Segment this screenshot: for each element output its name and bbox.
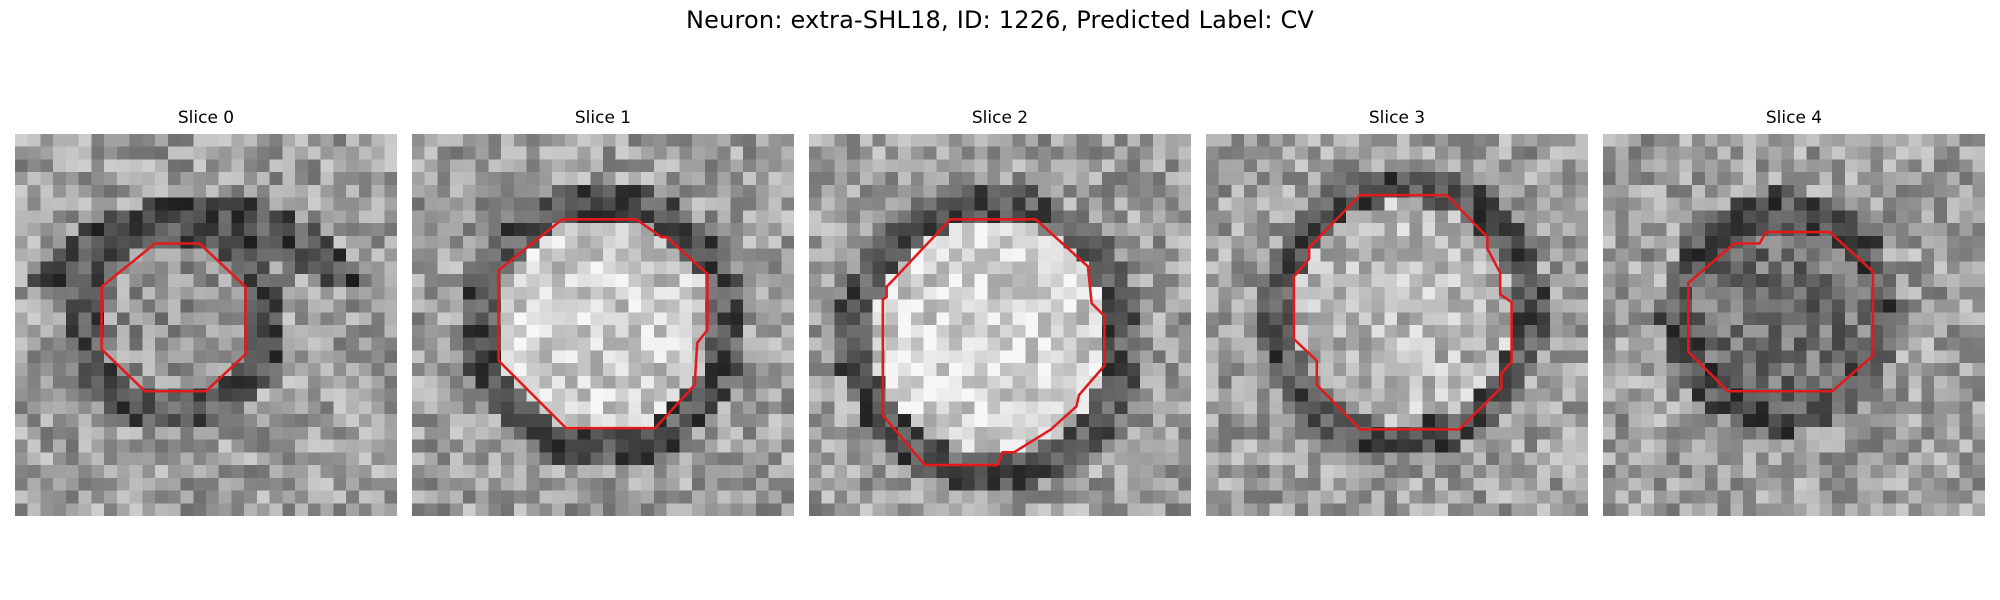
segmentation-outline-0 [100,242,247,393]
figure-title: Neuron: extra-SHL18, ID: 1226, Predicted… [685,6,1315,34]
slice-title-0: Slice 0 [177,108,235,128]
slice-image-2 [809,134,1191,516]
segmentation-outline-3 [1292,193,1513,431]
slice-image-0 [15,134,397,516]
segmentation-outline-1 [497,218,709,430]
slice-image-3 [1206,134,1588,516]
slice-title-3: Slice 3 [1368,108,1426,128]
pixel-grid-0 [15,134,397,516]
segmentation-outline-4 [1687,230,1875,393]
slice-image-4 [1603,134,1985,516]
segmentation-outline-2 [881,218,1106,467]
pixel-grid-4 [1603,134,1985,516]
slice-title-4: Slice 4 [1765,108,1823,128]
pixel-grid-1 [412,134,794,516]
slice-image-1 [412,134,794,516]
pixel-grid-3 [1206,134,1588,516]
slice-title-1: Slice 1 [574,108,632,128]
pixel-grid-2 [809,134,1191,516]
slice-title-2: Slice 2 [971,108,1029,128]
